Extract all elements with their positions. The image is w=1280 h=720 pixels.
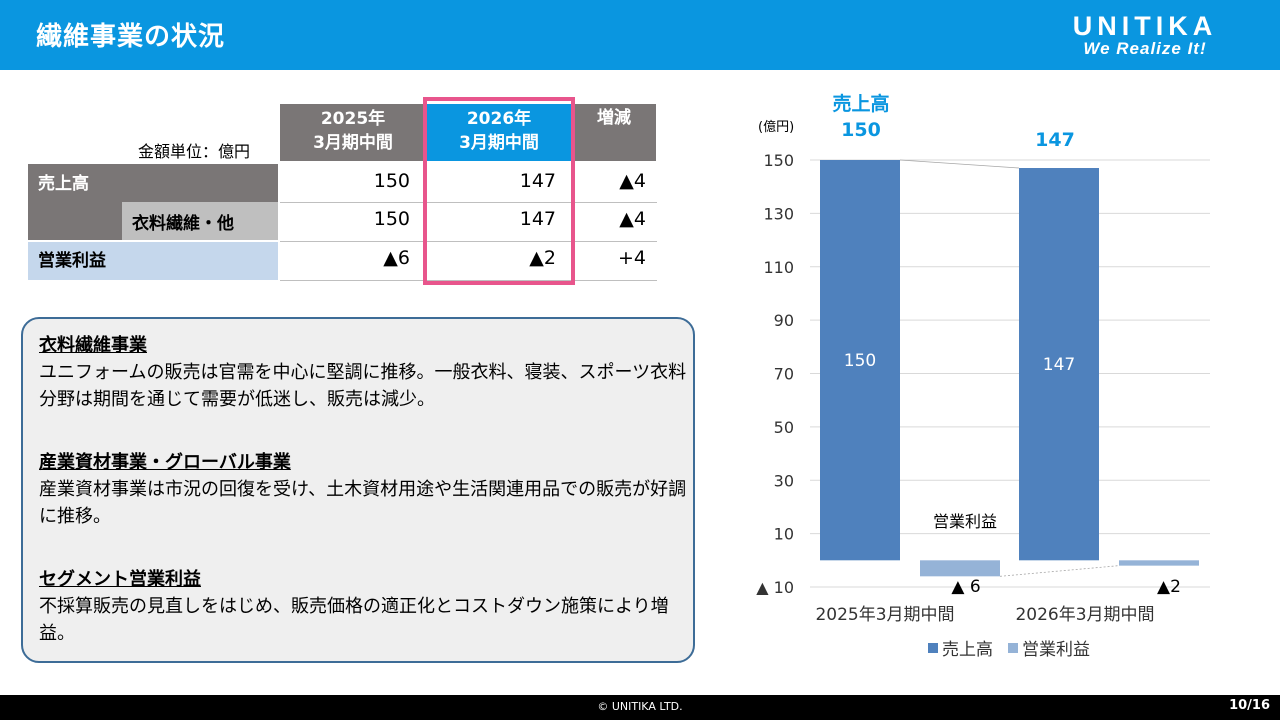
row-label-operating-profit: 営業利益 xyxy=(28,242,278,280)
sales-annotation-value-2026: 147 xyxy=(1035,129,1075,151)
row-label-sales-indent xyxy=(28,202,122,240)
column-header-2026-year: 2026年 xyxy=(466,109,532,129)
table-rule xyxy=(280,241,657,242)
y-tick-label: 130 xyxy=(763,204,794,223)
y-tick-label: 110 xyxy=(763,258,794,277)
table-rule xyxy=(280,202,657,203)
cell-sales-diff: ▲4 xyxy=(619,170,646,192)
sales-bar xyxy=(1019,168,1099,561)
op-profit-annotation: 営業利益 xyxy=(933,512,997,531)
sales-connector-line xyxy=(899,159,1020,169)
op-profit-bar xyxy=(1119,560,1199,566)
column-header-2026: 2026年 3月期中間 xyxy=(426,104,572,161)
unit-label: 金額単位：億円 xyxy=(138,142,251,161)
section-body-industrial: 産業資材事業は市況の回復を受け、土木資材用途や生活関連用品での販売が好調に推移。 xyxy=(39,479,687,527)
legend-label: 営業利益 xyxy=(1022,640,1090,660)
cell-op-2026: ▲2 xyxy=(529,247,556,269)
op-profit-bar-label: ▲ 6 xyxy=(951,577,980,597)
sales-bar-label: 150 xyxy=(844,351,876,371)
table-rule xyxy=(280,280,657,281)
cell-sales-2026: 147 xyxy=(519,170,556,192)
op-profit-connector-line xyxy=(999,565,1120,577)
cell-op-2025: ▲6 xyxy=(383,247,410,269)
legend-swatch xyxy=(1008,643,1018,653)
cell-op-diff: +4 xyxy=(617,247,646,269)
cell-sales-2025: 150 xyxy=(373,170,410,192)
sales-annotation-value-2025: 150 xyxy=(841,119,881,141)
cell-apparel-2026: 147 xyxy=(519,208,556,230)
commentary-box: 衣料繊維事業 ユニフォームの販売は官需を中心に堅調に推移。一般衣料、寝装、スポー… xyxy=(21,317,695,663)
row-label-apparel: 衣料繊維・他 xyxy=(122,202,278,240)
page-title: 繊維事業の状況 xyxy=(36,22,226,52)
logo-tagline: We Realize It! xyxy=(1083,39,1207,58)
column-header-2026-period: 3月期中間 xyxy=(459,133,539,153)
y-tick-label: 70 xyxy=(774,365,794,384)
op-profit-bar-label: ▲2 xyxy=(1157,577,1181,597)
column-header-2025-period: 3月期中間 xyxy=(313,133,393,153)
cell-apparel-2025: 150 xyxy=(373,208,410,230)
y-tick-label: 90 xyxy=(774,311,794,330)
cell-apparel-diff: ▲4 xyxy=(619,208,646,230)
sales-annotation-title: 売上高 xyxy=(832,92,889,115)
highlight-frame-2026 xyxy=(423,97,575,285)
legend-swatch xyxy=(928,643,938,653)
y-tick-label: 150 xyxy=(763,151,794,170)
legend-label: 売上高 xyxy=(942,640,993,660)
unitika-logo: UNITIKA We Realize It! xyxy=(1032,12,1258,62)
section-heading-apparel: 衣料繊維事業 xyxy=(39,335,147,356)
row-label-sales: 売上高 xyxy=(28,164,278,202)
x-category-label: 2025年3月期中間 xyxy=(815,605,954,625)
section-heading-segment-profit: セグメント営業利益 xyxy=(39,569,201,590)
sales-profit-bar-chart: 150 130 110 90 70 50 30 10 ▲ 10 150 147 ▲ 6 ▲2 (億円)… xyxy=(756,92,1210,660)
x-category-label: 2026年3月期中間 xyxy=(1015,605,1154,625)
y-axis-unit-label: (億円) xyxy=(758,119,794,135)
logo-brand: UNITIKA xyxy=(1072,11,1218,41)
header-bar: 繊維事業の状況 UNITIKA We Realize It! xyxy=(0,0,1280,70)
sales-bar xyxy=(820,160,900,561)
page-number: 10/16 xyxy=(1229,698,1270,713)
section-body-segment-profit: 不採算販売の見直しをはじめ、販売価格の適正化とコストダウン施策により増益。 xyxy=(39,596,669,644)
section-body-apparel: ユニフォームの販売は官需を中心に堅調に推移。一般衣料、寝装、スポーツ衣料分野は期… xyxy=(39,362,687,410)
y-tick-label: 10 xyxy=(774,525,794,544)
footer-bar: © UNITIKA LTD. 10/16 xyxy=(0,695,1280,720)
copyright-text: © UNITIKA LTD. xyxy=(597,700,683,713)
y-tick-label: 30 xyxy=(774,471,794,490)
sales-bar-label: 147 xyxy=(1043,355,1075,375)
y-tick-label: 50 xyxy=(774,418,794,437)
section-heading-industrial: 産業資材事業・グローバル事業 xyxy=(39,452,291,473)
column-header-2025: 2025年 3月期中間 xyxy=(280,104,426,161)
y-tick-label: ▲ 10 xyxy=(756,578,794,597)
op-profit-bar xyxy=(920,560,1000,577)
column-header-diff: 増減 xyxy=(572,104,656,161)
column-header-2025-year: 2025年 xyxy=(320,109,386,129)
